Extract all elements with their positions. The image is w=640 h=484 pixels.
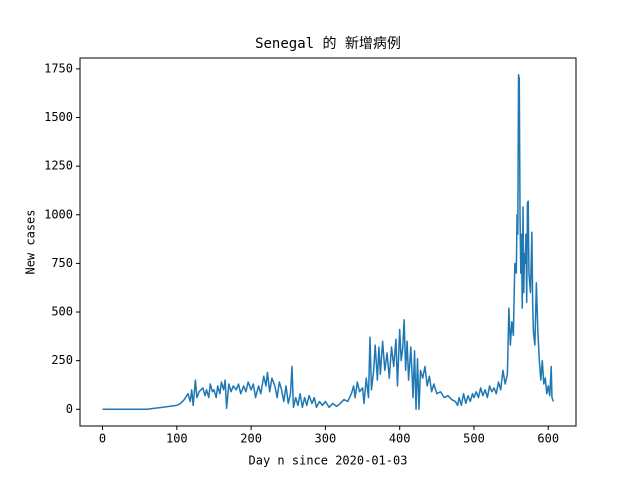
y-tick-label: 500: [51, 305, 73, 319]
y-tick-label: 1000: [44, 207, 73, 221]
x-axis-label: Day n since 2020-01-03: [249, 454, 408, 468]
chart-title: Senegal 的 新增病例: [255, 36, 401, 52]
y-tick-label: 1250: [44, 159, 73, 173]
y-tick-label: 1500: [44, 110, 73, 124]
y-tick-label: 250: [51, 353, 73, 367]
x-tick-label: 400: [389, 432, 411, 446]
plot-frame: [79, 57, 577, 427]
data-line: [102, 73, 555, 411]
y-tick-label: 0: [66, 402, 73, 416]
x-tick-label: 300: [315, 432, 337, 446]
x-tick-label: 200: [240, 432, 262, 446]
x-tick-label: 0: [99, 432, 106, 446]
y-tick-label: 750: [51, 256, 73, 270]
x-tick-label: 100: [166, 432, 188, 446]
y-tick-label: 1750: [44, 61, 73, 75]
x-tick-label: 500: [463, 432, 485, 446]
y-axis-label: New cases: [24, 209, 38, 274]
x-tick-label: 600: [537, 432, 559, 446]
